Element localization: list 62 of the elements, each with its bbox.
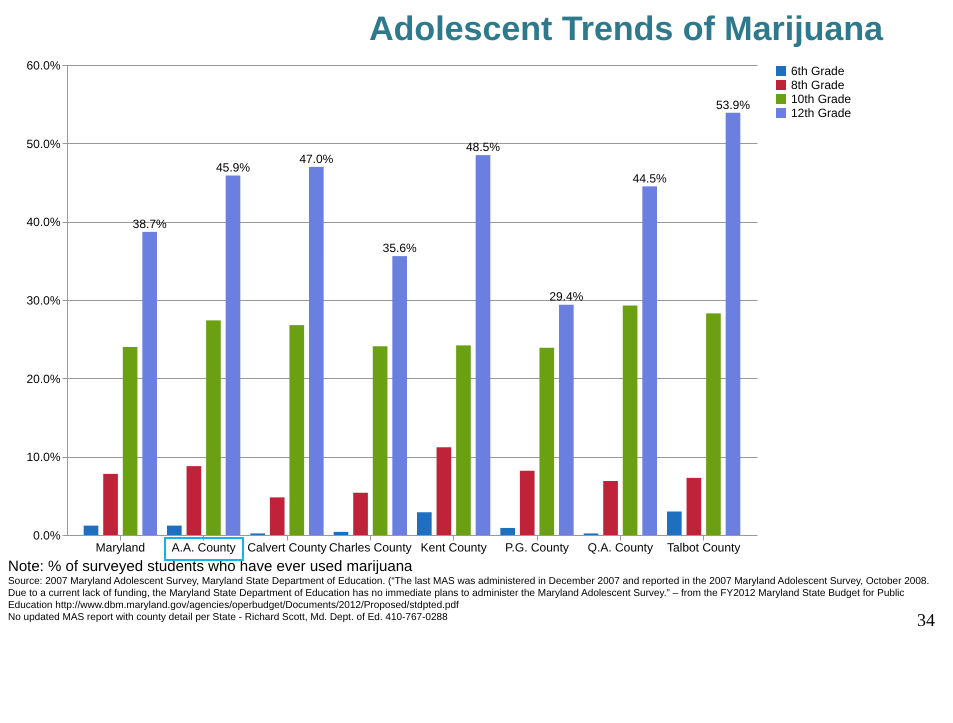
- bar: [289, 325, 304, 535]
- data-label: 53.9%: [716, 98, 750, 112]
- bar: [726, 112, 740, 535]
- y-tick-label: 30.0%: [26, 294, 61, 308]
- bar: [392, 256, 407, 535]
- data-label: 35.6%: [382, 241, 418, 256]
- bar: [353, 492, 368, 535]
- x-tick-label: Charles County: [328, 540, 412, 554]
- data-label: 29.4%: [549, 290, 584, 304]
- legend-label: 12th Grade: [791, 106, 852, 120]
- y-tick-label: 40.0%: [26, 215, 61, 230]
- legend-label: 10th Grade: [791, 92, 852, 106]
- x-tick-label: A.A. County: [172, 540, 236, 554]
- x-tick-label: Q.A. County: [588, 540, 654, 554]
- x-tick-label: Calvert County: [247, 540, 327, 554]
- bar: [122, 347, 138, 535]
- x-tick-label: P.G. County: [505, 540, 569, 554]
- y-tick-label: 50.0%: [26, 136, 61, 151]
- bar: [186, 466, 202, 535]
- data-label: 45.9%: [216, 160, 250, 174]
- y-tick-label: 10.0%: [26, 450, 61, 464]
- bar: [520, 470, 535, 535]
- y-tick-label: 60.0%: [26, 58, 61, 72]
- bar: [270, 497, 285, 535]
- source-note: Source: 2007 Maryland Adolescent Survey, Maryland State Department of Education. (“The last MAS was administered in December 2007 and reported in the 2007 Maryland Adolescent Survey, October 2008. Due to a current lack of funding, the Maryland State Department of Education has no immediate plans to administer the Maryland Adolescent Survey.” – from the FY2012 Maryland State Budget for Public Education http://www.dbm.maryland.gov/agencies/operbudget/Documents/2012/Proposed/stdpted.pdf: [8, 576, 930, 611]
- bar: [84, 526, 98, 535]
- text: 34: [917, 610, 935, 632]
- data-label: 44.5%: [632, 171, 668, 186]
- data-label: 47.0%: [299, 152, 334, 166]
- bar: [603, 480, 618, 535]
- y-tick-label: 20.0%: [26, 372, 61, 386]
- bar: [142, 232, 157, 535]
- data-label: 48.5%: [466, 140, 500, 154]
- bar: [622, 305, 638, 535]
- bar: [539, 348, 554, 535]
- bar: [559, 304, 574, 535]
- bar: [206, 320, 221, 535]
- bar: [372, 346, 388, 535]
- legend-label: 8th Grade: [791, 78, 845, 92]
- bar: [167, 526, 182, 535]
- bar: [642, 186, 657, 535]
- bar: [456, 345, 471, 535]
- bar: [500, 528, 515, 535]
- bar: [686, 478, 702, 535]
- bar: [667, 512, 682, 535]
- bar: [436, 447, 452, 535]
- y-tick-label: 0.0%: [33, 528, 61, 542]
- text: Note: % of surveyed students who have ever used marijuana: [8, 558, 414, 576]
- bar: [706, 313, 721, 535]
- bar: [334, 532, 348, 535]
- text: No updated MAS report with county detail per State - Richard Scott, Md. Dept. of Ed. 410-767-0288: [8, 612, 448, 623]
- bar: [309, 166, 324, 535]
- bar: [476, 155, 490, 535]
- legend-label: 6th Grade: [791, 64, 845, 78]
- x-tick-label: Kent County: [420, 540, 487, 554]
- bar: [417, 512, 432, 535]
- bar: [103, 474, 118, 535]
- x-tick-label: Maryland: [96, 540, 146, 554]
- bar: [226, 175, 240, 535]
- x-tick-label: Talbot County: [666, 540, 740, 554]
- chart-title: Adolescent Trends of Marijuana: [368, 9, 884, 50]
- data-label: 38.7%: [132, 216, 168, 231]
